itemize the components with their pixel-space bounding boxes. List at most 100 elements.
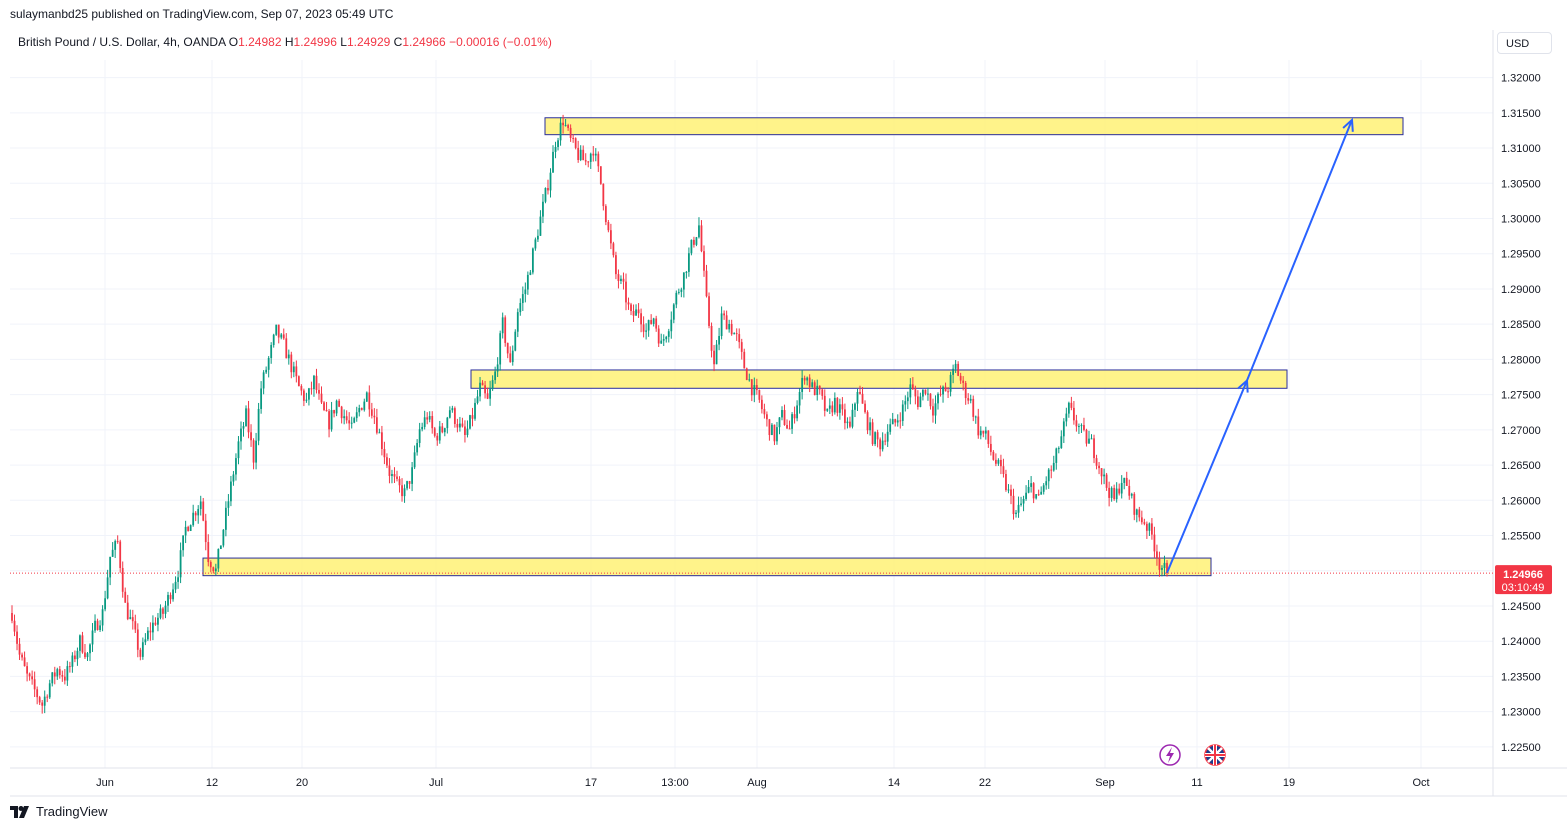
candle-body: [21, 654, 23, 658]
candle-body: [250, 432, 252, 441]
candle-body: [355, 412, 358, 419]
candle-body: [1161, 567, 1163, 570]
candle-body: [881, 440, 884, 450]
symbol-name[interactable]: British Pound / U.S. Dollar, 4h, OANDA: [18, 35, 226, 49]
candle-body: [499, 333, 502, 365]
candle-body: [698, 225, 700, 238]
candle-body: [564, 125, 567, 127]
projection-layer: [1166, 117, 1354, 574]
candle-body: [587, 161, 590, 163]
candle-body: [86, 653, 89, 658]
time-tick-label: Oct: [1412, 777, 1429, 789]
candle-body: [1057, 448, 1060, 450]
candle-body: [292, 366, 295, 373]
candle-body: [109, 556, 112, 578]
candle-body: [461, 423, 464, 427]
candle-body: [748, 379, 751, 381]
candle-body: [426, 417, 429, 420]
candle-body: [479, 382, 481, 397]
candle-body: [957, 363, 960, 376]
candle-body: [1072, 407, 1075, 421]
candle-body: [136, 629, 139, 650]
candle-body: [164, 605, 167, 614]
candle-body: [675, 292, 678, 305]
candle-body: [84, 652, 86, 658]
candle-body: [705, 270, 708, 297]
candle-body: [1027, 486, 1030, 493]
candle-body: [96, 620, 99, 630]
price-tick-label: 1.29000: [1501, 284, 1541, 296]
candle-body: [637, 309, 640, 314]
candle-body: [630, 304, 632, 312]
candle-body: [1083, 425, 1085, 430]
candle-body: [620, 278, 622, 282]
candle-body: [841, 404, 844, 410]
candle-body: [1035, 494, 1038, 499]
candle-body: [260, 388, 263, 409]
candle-body: [504, 317, 507, 343]
uk-flag-icon[interactable]: [1204, 744, 1226, 766]
candle-body: [212, 567, 215, 572]
candle-body: [1005, 474, 1007, 491]
candle-body: [453, 408, 456, 424]
price-tick-label: 1.30000: [1501, 214, 1541, 226]
candle-body: [914, 389, 917, 397]
candle-body: [828, 405, 831, 409]
candle-body: [466, 428, 469, 435]
candle-body: [438, 426, 441, 441]
candle-body: [370, 409, 373, 416]
candle-body: [849, 421, 851, 427]
candle-body: [1158, 557, 1161, 570]
candle-body: [690, 239, 693, 254]
candle-body: [489, 389, 492, 399]
candle-body: [378, 432, 381, 434]
candle-body: [1113, 487, 1116, 500]
candle-body: [302, 390, 305, 401]
candle-body: [836, 397, 839, 413]
candle-body: [313, 375, 315, 390]
candle-body: [252, 440, 255, 463]
candle-body: [771, 424, 773, 436]
candle-body: [222, 529, 225, 546]
candle-body: [1088, 438, 1090, 444]
arrowhead: [1342, 117, 1354, 132]
candle-body: [778, 417, 781, 428]
currency-button[interactable]: USD: [1497, 32, 1552, 54]
candle-body: [187, 526, 190, 531]
candle-body: [889, 424, 892, 432]
candle-body: [1128, 485, 1131, 496]
lightning-icon[interactable]: [1159, 744, 1181, 766]
candle-body: [650, 320, 653, 324]
candle-body: [23, 657, 26, 667]
candle-body: [526, 274, 529, 290]
candle-body: [1166, 562, 1168, 574]
candle-body: [1156, 551, 1158, 558]
candle-body: [33, 679, 36, 690]
candle-body: [977, 416, 980, 436]
candle-body: [922, 389, 924, 397]
candle-body: [572, 137, 575, 139]
candle-body: [411, 467, 413, 484]
last-price-value: 1.24966: [1503, 569, 1543, 581]
candle-body: [1123, 477, 1126, 483]
candle-body: [267, 358, 270, 370]
candle-body: [738, 334, 741, 343]
candle-body: [874, 432, 877, 445]
candle-body: [157, 617, 159, 625]
candle-body: [801, 377, 804, 393]
candle-body: [1050, 469, 1053, 471]
candle-body: [1140, 517, 1143, 523]
candle-body: [511, 350, 514, 363]
candle-body: [48, 683, 51, 698]
brand-name: TradingView: [36, 804, 108, 819]
candle-body: [901, 404, 904, 421]
candle-body: [894, 419, 897, 423]
candle-body: [290, 354, 293, 373]
candle-body: [1012, 495, 1015, 515]
candle-body: [647, 320, 650, 331]
candle-body: [753, 385, 756, 396]
candle-body: [934, 403, 937, 416]
candle-body: [796, 405, 798, 419]
candle-body: [652, 318, 655, 324]
